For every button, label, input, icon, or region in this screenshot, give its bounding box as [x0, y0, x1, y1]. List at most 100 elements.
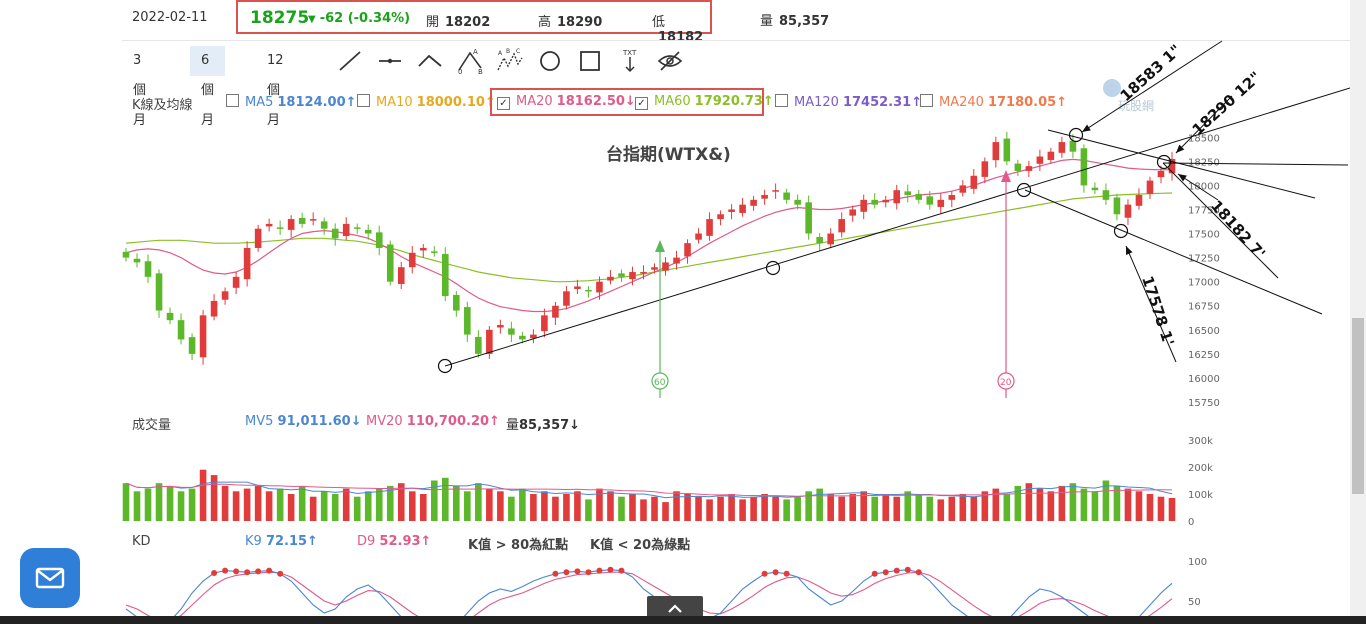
ma240-checkbox[interactable] — [920, 94, 933, 107]
candle-body — [1014, 163, 1022, 171]
period-3-months[interactable]: 3 個月 — [133, 53, 147, 128]
ma5-value: 18124.00↑ — [277, 95, 357, 110]
open-label: 開 — [426, 15, 440, 30]
page-scrollbar[interactable] — [1350, 0, 1366, 616]
ma120-checkbox[interactable] — [775, 94, 788, 107]
ma10-value: 18000.10↑ — [416, 95, 496, 110]
ma10-checkbox[interactable] — [357, 94, 370, 107]
period-6-months[interactable]: 6 個月 — [190, 46, 225, 128]
ma60-checkbox[interactable]: ✓ — [635, 97, 648, 110]
ma20-checkbox[interactable]: ✓ — [497, 97, 510, 110]
mv5-indicator: MV5 91,011.60↓ — [245, 414, 362, 429]
legend-ma60[interactable]: ✓ MA60 17920.73↑ — [635, 94, 774, 110]
kd-red-dot — [266, 567, 273, 574]
candle-body — [419, 247, 427, 251]
svg-text:B: B — [478, 68, 483, 74]
candle-body — [618, 273, 625, 277]
mv5-label: MV5 — [245, 414, 274, 429]
ma60-line — [125, 192, 1173, 283]
legend-ma10[interactable]: MA10 18000.10↑ — [357, 94, 496, 110]
price-chart[interactable]: 玩股網 台指期(WTX&) 18500182501800017750175001… — [0, 0, 1350, 616]
ma120-name: MA120 — [794, 95, 839, 110]
volume-bar — [1113, 485, 1121, 521]
pivot-circle — [1113, 223, 1129, 239]
horizontal-line-tool-icon[interactable] — [376, 48, 404, 74]
volume-bar — [574, 491, 581, 521]
candle-body — [607, 276, 614, 281]
volume-bar — [177, 491, 185, 521]
volume-bar — [486, 488, 493, 521]
period-12-months[interactable]: 12 個月 — [267, 53, 284, 128]
kd-red-dot — [244, 569, 251, 576]
candle-body — [629, 272, 636, 280]
candle-body — [695, 233, 702, 240]
kd-red-dot — [882, 569, 889, 576]
volume-label: 量 — [760, 14, 774, 29]
annotation-arrow-18583 — [1081, 40, 1223, 133]
candle-body — [717, 214, 724, 220]
volume-bar — [133, 491, 141, 521]
rectangle-tool-icon[interactable] — [576, 48, 604, 74]
kd-red-dot — [552, 570, 559, 577]
volume-bar — [618, 496, 625, 521]
annotation-arrow-18290 — [1175, 95, 1233, 154]
candle-body — [651, 267, 658, 270]
chart-title: 台指期(WTX&) — [606, 144, 731, 165]
line-tool-icon[interactable] — [336, 48, 364, 74]
angle-tool-icon[interactable] — [416, 48, 444, 74]
volume-tick-label: 0 — [1188, 517, 1194, 528]
kd-note-red: K值 > 80為紅點 — [468, 538, 569, 553]
volume-bar — [155, 483, 163, 521]
price-tick-label: 16500 — [1188, 326, 1220, 337]
volume-bar — [860, 491, 868, 521]
kd-red-dot — [255, 568, 262, 575]
volume-bar — [1003, 494, 1011, 521]
volume-bar — [353, 496, 361, 521]
candle-body — [1069, 140, 1077, 152]
volume-bar — [287, 494, 295, 521]
kd-red-dot — [618, 567, 625, 574]
candle-body — [519, 335, 526, 340]
price-tick-label: 17250 — [1188, 254, 1220, 265]
volume-bar — [893, 496, 901, 521]
pivot-circle — [1156, 154, 1172, 170]
ma5-checkbox[interactable] — [226, 94, 239, 107]
candle-body — [772, 190, 779, 192]
pivot-circle — [1068, 127, 1084, 143]
volume-bar — [673, 491, 680, 521]
volume-bar — [904, 491, 912, 521]
volume-bar — [1124, 488, 1132, 521]
candle-body — [805, 202, 812, 234]
volume-bar — [629, 494, 636, 521]
scrollbar-thumb[interactable] — [1352, 318, 1364, 494]
candle-body — [232, 276, 240, 288]
mail-button[interactable] — [20, 548, 80, 608]
mv20-indicator: MV20 110,700.20↑ — [366, 414, 500, 429]
legend-ma20[interactable]: ✓ MA20 18162.50↓ — [497, 94, 636, 110]
volume-bar — [122, 483, 130, 521]
kd-header: KD K9 72.15↑ D9 52.93↑ K值 > 80為紅點 K值 < 2… — [0, 534, 1366, 554]
open-price: 開 18202 — [426, 11, 490, 30]
d9-line — [125, 571, 1173, 616]
volume-bar — [948, 496, 956, 521]
volume-bar — [717, 496, 724, 521]
circle-tool-icon[interactable] — [536, 48, 564, 74]
ma60-marker-label: 60 — [654, 378, 666, 388]
volume-bar — [453, 485, 460, 521]
volume-bar — [1014, 485, 1022, 521]
abc-wave-tool-icon[interactable]: 0 A B — [456, 48, 484, 74]
kd-red-dot — [585, 569, 592, 576]
volume-bar — [1047, 491, 1055, 521]
legend-ma240[interactable]: MA240 17180.05↑ — [920, 94, 1067, 110]
volume-bar — [166, 485, 174, 521]
volume-tick-label: 200k — [1188, 463, 1213, 474]
hide-drawings-icon[interactable] — [656, 48, 684, 74]
quote-highlight-box: 18275 ▼ -62 (-0.34%) 開 18202 高 18290 低18182 — [236, 0, 712, 45]
text-tool-icon[interactable]: TXT — [616, 48, 644, 74]
volume-bar — [221, 485, 229, 521]
legend-ma120[interactable]: MA120 17452.31↑ — [775, 94, 922, 110]
candle-body — [1080, 148, 1088, 186]
legend-ma5[interactable]: MA5 18124.00↑ — [226, 94, 357, 110]
